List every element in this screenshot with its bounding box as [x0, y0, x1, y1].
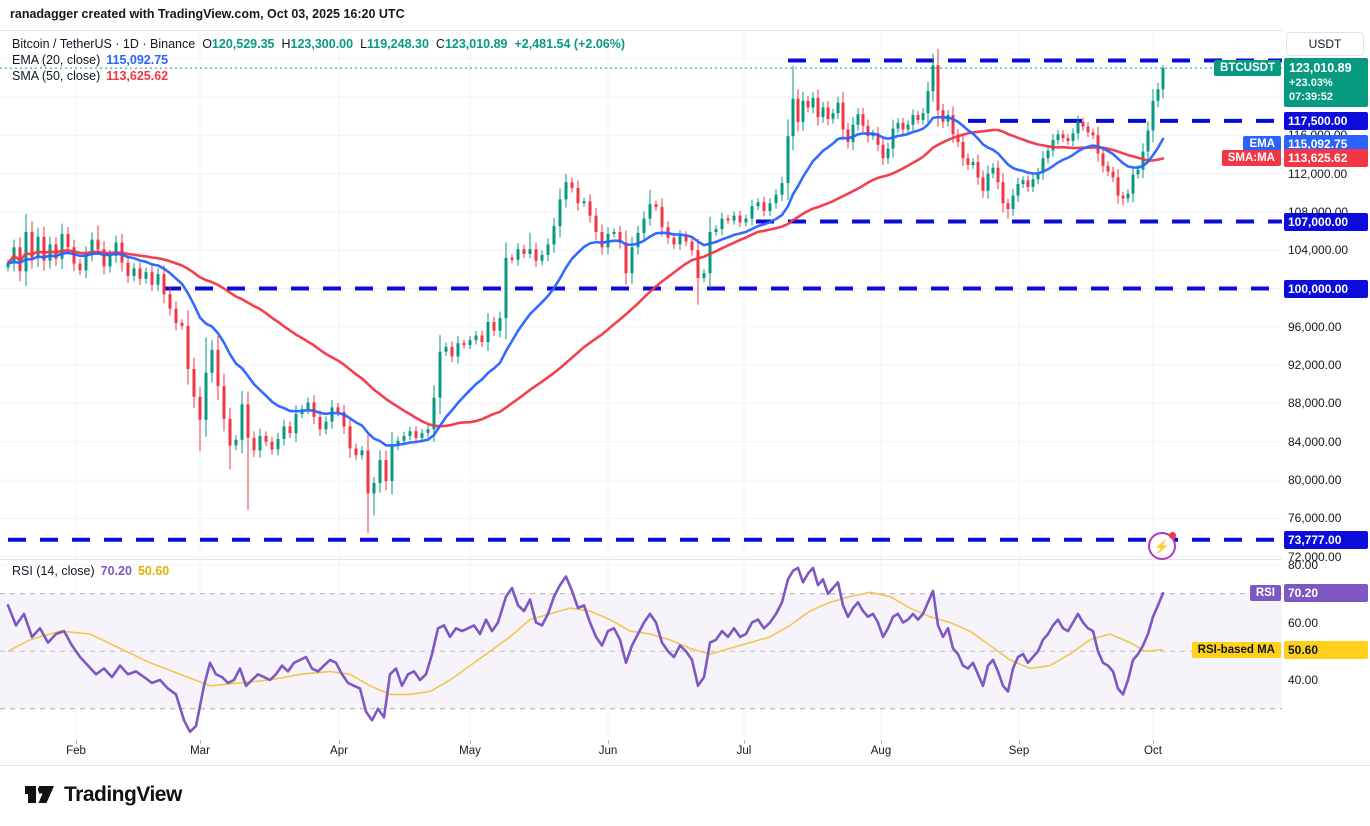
price-scale[interactable]: USDT 123,010.89 +23.03% 07:39:52 116,000…: [1282, 30, 1370, 765]
price-tick: 84,000.00: [1288, 434, 1342, 449]
ohlc-value: 123,010.89: [444, 37, 508, 51]
rsi-value: 70.20: [100, 564, 132, 578]
symbol-title[interactable]: Bitcoin / TetherUS · 1D · Binance: [12, 37, 196, 51]
month-label: May: [459, 745, 481, 757]
month-tick: [200, 740, 201, 744]
price-tick: 104,000.00: [1288, 243, 1349, 258]
month-label: Mar: [190, 745, 210, 757]
rsi-tick: 40.00: [1288, 673, 1319, 687]
ohlc-value: 123,300.00: [290, 37, 354, 51]
rsi-label: RSI (14, close): [12, 564, 95, 578]
rsi-ma-value: 50.60: [137, 564, 170, 578]
month-tick: [1153, 740, 1154, 744]
month-label: Jul: [736, 745, 752, 757]
ohlc-value: 119,248.30: [367, 37, 429, 51]
top-border: [0, 30, 1370, 31]
level-price-badge: 100,000.00: [1284, 279, 1368, 298]
rsi-ma-value-badge: 50.60: [1284, 640, 1368, 659]
rsi-value-badge: 70.20: [1284, 584, 1368, 603]
ohlc-values: O120,529.35 H123,300.00 L119,248.30 C123,01…: [195, 37, 507, 51]
ohlc-key: L: [360, 37, 368, 51]
rsi-tick: 80.00: [1288, 558, 1319, 572]
rsi-pane[interactable]: [0, 560, 1282, 740]
tradingview-logo-icon: [25, 785, 54, 803]
month-label: Sep: [1008, 745, 1030, 757]
month-label: Apr: [330, 745, 348, 757]
axis-bottom-border: [0, 765, 1370, 766]
rsi-ma-axis-label: RSI-based MA: [1191, 641, 1281, 658]
price-tick: 80,000.00: [1288, 473, 1342, 488]
month-tick: [76, 740, 77, 744]
rsi-tick: 60.00: [1288, 615, 1319, 630]
rsi-axis-label: RSI: [1249, 585, 1281, 602]
tradingview-logo[interactable]: TradingView: [25, 781, 182, 808]
month-tick: [1019, 740, 1020, 744]
ohlc-key: C: [435, 37, 445, 51]
level-price-badge: 73,777.00: [1284, 530, 1368, 549]
symbol-axis-label: BTCUSDT: [1214, 60, 1281, 77]
sma-legend-row[interactable]: SMA (50, close) 113,625.62: [12, 69, 168, 84]
month-tick: [608, 740, 609, 744]
price-tick: 112,000.00: [1288, 166, 1348, 181]
sma-price-badge: 113,625.62: [1284, 149, 1368, 167]
last-price: 123,010.89: [1289, 61, 1352, 76]
symbol-legend-row[interactable]: Bitcoin / TetherUS · 1D · Binance O120,52…: [12, 37, 625, 52]
month-label: Oct: [1144, 745, 1162, 757]
bar-countdown: 07:39:52: [1289, 91, 1334, 104]
price-tick: 72,000.00: [1288, 549, 1342, 564]
currency-toggle-button[interactable]: USDT: [1286, 32, 1364, 56]
month-tick: [339, 740, 340, 744]
ema-value: 115,092.75: [106, 53, 169, 67]
price-tick: 76,000.00: [1288, 511, 1342, 526]
attribution-text: ranadagger created with TradingView.com,…: [10, 7, 405, 21]
change-value: +2,481.54 (+2.06%): [514, 37, 626, 51]
ohlc-key: H: [281, 37, 291, 51]
month-tick: [744, 740, 745, 744]
price-tick: 92,000.00: [1288, 358, 1342, 373]
ema-axis-label: EMA: [1243, 135, 1281, 152]
month-tick: [881, 740, 882, 744]
price-tick: 96,000.00: [1288, 319, 1342, 334]
level-price-badge: 107,000.00: [1284, 212, 1368, 231]
sma-axis-label: SMA:MA: [1221, 149, 1281, 166]
ema-label: EMA (20, close): [12, 53, 101, 67]
time-axis[interactable]: Feb Mar Apr May Jun Jul Aug Sep Oct: [0, 740, 1282, 765]
sma-label: SMA (50, close): [12, 69, 101, 83]
lightning-bolt-icon: ⚡: [1153, 538, 1171, 554]
month-tick: [470, 740, 471, 744]
notification-dot: [1169, 532, 1176, 539]
sma-value: 113,625.62: [106, 69, 169, 83]
month-label: Jun: [598, 745, 618, 757]
pane-separator[interactable]: [0, 559, 1370, 560]
ema-legend-row[interactable]: EMA (20, close) 115,092.75: [12, 53, 168, 68]
month-label: Feb: [66, 745, 86, 757]
ohlc-value: 120,529.35: [211, 37, 275, 51]
ema-price-badge: 115,092.75: [1284, 134, 1368, 153]
flash-alert-icon[interactable]: ⚡: [1148, 532, 1176, 560]
ohlc-key: O: [202, 37, 212, 51]
last-change-pct: +23.03%: [1289, 77, 1333, 90]
month-label: Aug: [870, 745, 892, 757]
main-price-pane[interactable]: [0, 30, 1282, 560]
level-price-badge: 117,500.00: [1284, 111, 1368, 130]
last-price-badge: 123,010.89 +23.03% 07:39:52: [1284, 58, 1368, 108]
price-tick: 88,000.00: [1288, 396, 1342, 411]
rsi-legend-row[interactable]: RSI (14, close) 70.20 50.60: [12, 564, 169, 579]
tradingview-logo-text: TradingView: [64, 782, 182, 806]
